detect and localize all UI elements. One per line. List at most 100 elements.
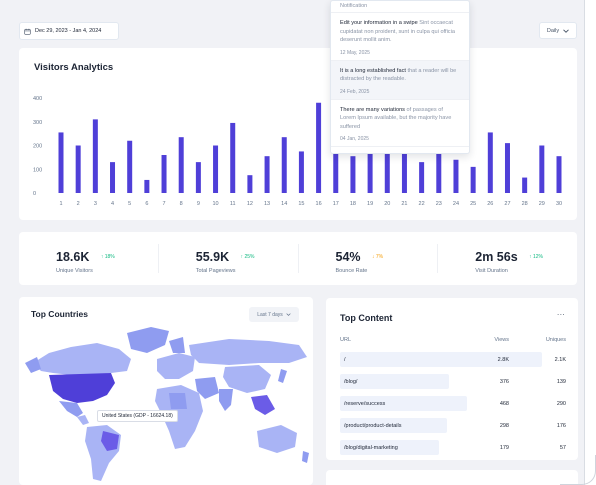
x-tick-label: 23 [436,201,442,207]
chart-bar[interactable] [58,132,64,193]
y-tick-label: 300 [33,120,42,126]
content-row[interactable]: / 2.8K 2.1K [340,352,567,367]
chart-bar[interactable] [316,102,322,193]
chart-bar[interactable] [161,155,167,193]
notification-heading: Notification [331,1,469,13]
map-region-nz [302,451,309,463]
stat-delta: ↑ 25% [240,254,255,260]
chart-bar[interactable] [75,145,81,194]
x-tick-label: 9 [197,201,200,207]
x-tick-label: 24 [453,201,459,207]
notification-text: It is a long established fact that a rea… [340,67,460,84]
top-countries-card: Top Countries Last 7 days [19,297,313,485]
visitors-analytics-card: Visitors Analytics 0 100 200 300 400 1 2 3 4 5 6 7 8… [19,48,577,220]
chart-bar[interactable] [213,145,219,194]
stat-delta-value: 18% [104,254,115,260]
map-region-china [223,365,271,393]
notification-item[interactable]: There are many variations of passages of… [331,100,469,147]
stat-delta-value: 25% [244,254,255,260]
chart-bar[interactable] [110,162,116,193]
content-row[interactable]: /reserve/success 468 290 [340,396,567,411]
x-tick-label: 28 [522,201,528,207]
stat-delta: ↑ 12% [529,254,544,260]
notification-strong: Edit your information in a swipe [340,20,418,26]
x-tick-label: 10 [212,201,218,207]
window-frame-edge [584,0,596,485]
window-frame-corner [560,455,596,485]
chart-bar[interactable] [436,149,442,193]
map-region-central-america [77,415,89,425]
notification-date: 12 May, 2025 [340,49,370,56]
content-row-uniques: 176 [556,422,566,429]
chart-bar[interactable] [178,137,184,193]
stat-value: 18.6K [56,250,90,264]
content-row[interactable]: /product/product-details 298 176 [340,418,567,433]
map-region-middle-east [195,377,219,399]
chart-bar[interactable] [281,137,287,193]
notification-text: Edit your information in a swipe Sint oc… [340,19,460,45]
x-tick-label: 3 [94,201,97,207]
calendar-icon [24,28,31,35]
x-tick-label: 25 [470,201,476,207]
stat-value: 55.9K [195,250,230,264]
chart-bar[interactable] [487,132,493,193]
top-content-title: Top Content [340,313,393,323]
chart-bar[interactable] [453,159,459,193]
notification-date: 04 Jan, 2025 [340,136,369,142]
chart-bar[interactable] [230,122,236,193]
chart-bar[interactable] [504,143,510,193]
chart-bar[interactable] [350,156,356,193]
content-row-uniques: 2.1K [554,356,566,363]
x-tick-label: 13 [264,201,270,207]
stat-label: Visit Duration [475,268,508,274]
bottom-card [326,470,578,485]
content-row-views: 468 [499,400,509,407]
chart-bar[interactable] [298,151,304,193]
x-tick-label: 2 [77,201,80,207]
chart-bar[interactable] [92,119,98,193]
date-range-picker[interactable]: Dec 29, 2023 - Jan 4, 2024 [19,22,119,40]
map-region-scandinavia [169,337,185,353]
notification-item[interactable]: Edit your information in a swipe Sint oc… [331,13,469,61]
chart-bar[interactable] [470,166,476,193]
chart-bar[interactable] [556,156,562,193]
map-region-africa [155,385,203,449]
chart-bar[interactable] [264,156,270,193]
content-row-bar [340,418,448,433]
chart-bar[interactable] [401,141,407,193]
map-region-europe [157,353,195,379]
chart-bar[interactable] [333,124,339,193]
content-row-views: 298 [499,422,509,429]
chart-bar[interactable] [539,145,545,194]
map-region-australia [257,425,297,453]
notification-item[interactable]: It is a long established fact that a rea… [331,60,469,100]
chart-bar[interactable] [127,140,133,193]
content-row[interactable]: /blog/376 139 [340,374,567,389]
chart-bar[interactable] [384,153,390,193]
map-region-alaska [25,357,41,373]
chart-bar[interactable] [195,162,201,193]
notification-rest: that a reader will be distracted by the … [340,67,457,83]
x-tick-label: 30 [556,201,562,207]
visitors-analytics-title: Visitors Analytics [34,62,114,73]
content-row-views: 179 [499,444,509,451]
period-select[interactable]: Daily [539,22,577,39]
world-map[interactable] [19,323,313,485]
more-options-button[interactable]: ... [557,308,566,317]
content-row-bar [340,374,450,389]
x-tick-label: 11 [230,201,236,207]
chart-bar[interactable] [144,179,150,193]
content-row[interactable]: /blog/digital-marketing 179 57 [340,440,567,455]
x-tick-label: 20 [384,201,390,207]
notification-strong: There are many variations [340,106,405,113]
chart-bar[interactable] [419,162,425,193]
chart-bar[interactable] [522,177,528,193]
chart-bar[interactable] [247,175,253,193]
countries-period-select[interactable]: Last 7 days [249,307,299,322]
content-row-url: /blog/ [344,378,358,385]
stat-delta: ↓ 7% [371,254,384,260]
chart-bar[interactable] [367,145,373,194]
x-tick-label: 26 [487,201,493,207]
top-content-card: Top Content ... URL Views Uniques / 2.8K 2… [326,298,578,460]
